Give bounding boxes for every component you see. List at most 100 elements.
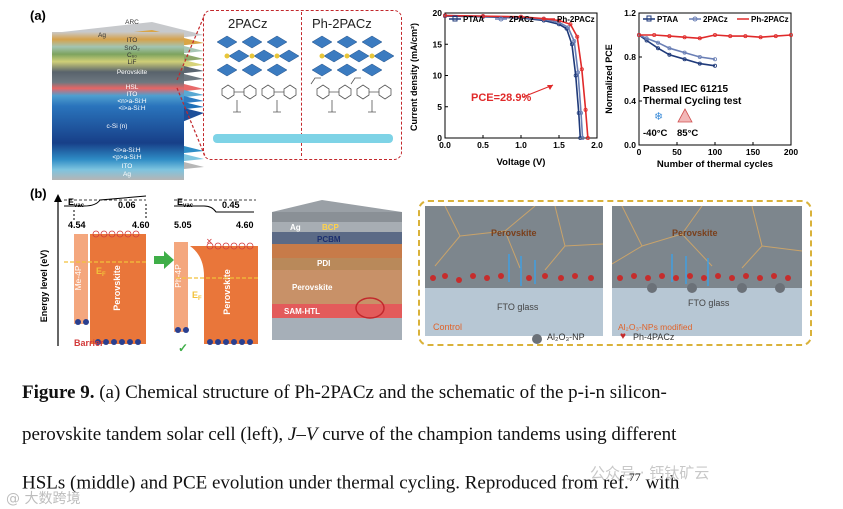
jv-x-tick-label: 0.0	[439, 140, 451, 150]
layer-label: c-Si (n)	[107, 123, 128, 130]
caption-text-2: perovskite tandem solar cell (left),	[22, 424, 288, 445]
arrow-icon	[154, 251, 174, 269]
molecule-divider	[301, 12, 302, 156]
jv-data-point	[572, 39, 577, 44]
layer-label: Perovskite	[117, 69, 148, 76]
device-stack: Ag BCP PCBM PDI Perovskite SAM-HTL	[272, 200, 402, 340]
left-wf2: 4.60	[132, 220, 150, 230]
jv-y-tick-label: 20	[433, 8, 443, 18]
caption-text-5: with	[640, 472, 680, 494]
pce-data-point	[667, 46, 672, 51]
jv-x-label: Voltage (V)	[497, 157, 546, 168]
pce-data-point	[656, 46, 661, 51]
pce-x-tick-label: 200	[784, 147, 798, 157]
pce-data-point	[682, 50, 687, 55]
check-icon: ✓	[178, 341, 188, 355]
jv-series-line	[444, 14, 584, 139]
caption-text-3: curve of the champion tandems using diff…	[317, 424, 677, 445]
layer-label: ARC	[125, 19, 139, 26]
pce-y-tick-label: 1.2	[624, 8, 636, 18]
device-layer: BCP	[322, 223, 340, 232]
jv-data-point	[579, 67, 584, 72]
pce-legend-ptaa: PTAA	[657, 15, 678, 24]
pce-data-point	[728, 34, 733, 39]
energy-level-diagram: Energy level (eV) Evac 0.06 4.54 4.60 Me…	[39, 194, 258, 355]
pce-data-point	[697, 36, 702, 41]
pce-series-line	[638, 34, 716, 60]
right-htl-label: Ph-4P	[173, 264, 183, 288]
layer-label: ITO	[127, 37, 138, 44]
layer-label: Ag	[123, 171, 131, 178]
jv-pce-annotation: PCE=28.9%	[471, 92, 531, 104]
pce-annotation-2: Thermal Cycling test	[643, 96, 742, 107]
panel-a-label: (a)	[30, 8, 46, 23]
panel-b-label: (b)	[30, 186, 47, 201]
jv-data-point	[556, 18, 561, 23]
pce-y-tick-label: 0.4	[624, 96, 636, 106]
temp-high: 85°C	[677, 128, 698, 139]
jv-data-point	[585, 135, 590, 140]
pce-x-tick-label: 150	[746, 147, 760, 157]
caption-jv: J–V	[287, 424, 318, 445]
jv-legend-ptaa: PTAA	[463, 15, 484, 24]
energy-y-label: Energy level (eV)	[39, 250, 49, 323]
pce-x-label: Number of thermal cycles	[657, 159, 773, 170]
pce-data-point	[758, 35, 763, 40]
pce-data-point	[773, 34, 778, 39]
svg-text:Evac: Evac	[68, 197, 85, 209]
ef-label-right: E	[192, 290, 198, 300]
molecule-label-ph2pacz: Ph-2PACz	[312, 16, 372, 31]
jv-x-tick-label: 2.0	[591, 140, 603, 150]
evac-sub: vac	[74, 203, 85, 209]
ef-sub-right: F	[198, 296, 202, 302]
jv-data-point	[519, 14, 524, 19]
jv-y-label: Current density (mA/cm²)	[409, 23, 419, 131]
pce-data-point	[652, 32, 657, 37]
svg-text:Evac: Evac	[177, 197, 194, 209]
pce-data-point	[656, 40, 661, 45]
temp-low: -40°C	[643, 128, 668, 139]
right-delta: 0.45	[222, 200, 240, 210]
sam-legend-label: Ph-4PACz	[633, 332, 675, 342]
np-legend-icon	[532, 334, 542, 344]
right-wf1: 5.05	[174, 220, 192, 230]
jv-chart: 0.0 0.5 1.0 1.5 2.0 0 5 10 15 20 PTAA 2PACz Ph-2P…	[409, 8, 603, 168]
jv-data-point	[575, 70, 580, 75]
svg-text:EF: EF	[192, 290, 202, 302]
watermark-left: @ 大数跨境	[6, 491, 81, 507]
left-wf1: 4.54	[68, 220, 86, 230]
jv-y-tick-label: 5	[437, 102, 442, 112]
layer-label: <n>a-Si:H	[117, 98, 147, 105]
left-htl-label: Me-4P	[73, 265, 83, 290]
interface-zoom-box	[418, 200, 812, 346]
layer-label: C₆₀	[127, 52, 137, 59]
caption-text-4: HSLs (middle) and PCE evolution under th…	[22, 472, 629, 494]
device-layer: PCBM	[317, 235, 341, 244]
grain-left-title: Perovskite	[491, 228, 537, 238]
figure-caption: Figure 9. (a) Chemical structure of Ph-2…	[22, 372, 822, 504]
pce-data-point	[713, 32, 718, 37]
device-layer: Perovskite	[292, 283, 333, 292]
pce-y-tick-label: 0.8	[624, 52, 636, 62]
right-wf2: 4.60	[236, 220, 254, 230]
jv-y-tick-label: 10	[433, 71, 443, 81]
jv-series-line	[444, 15, 582, 139]
grain-control-panel: Perovskite FTO glass Control	[425, 206, 603, 336]
jv-y-tick-label: 0	[437, 133, 442, 143]
zoom-connector	[176, 13, 206, 157]
pce-data-point	[682, 35, 687, 40]
pce-x-tick-label: 50	[672, 147, 682, 157]
jv-x-tick-label: 1.0	[515, 140, 527, 150]
watermark-right: 公众号 · 钙钛矿云	[590, 464, 710, 482]
pce-data-point	[713, 63, 718, 68]
pce-data-point	[667, 34, 672, 39]
grain-right-glass: FTO glass	[688, 298, 730, 308]
pce-x-tick-label: 0	[637, 147, 642, 157]
layer-label: SnO₂	[124, 45, 140, 52]
jv-data-point	[481, 14, 486, 19]
jv-data-point	[573, 73, 578, 78]
molecule-label-2pacz: 2PACz	[228, 16, 268, 31]
layer-label: <i>a-Si:H	[118, 105, 145, 112]
heat-icon	[677, 108, 693, 123]
tandem-stack-schematic: ARC Ag ITO SnO₂ C₆₀ LiF Perovskite HSL I…	[52, 19, 204, 180]
